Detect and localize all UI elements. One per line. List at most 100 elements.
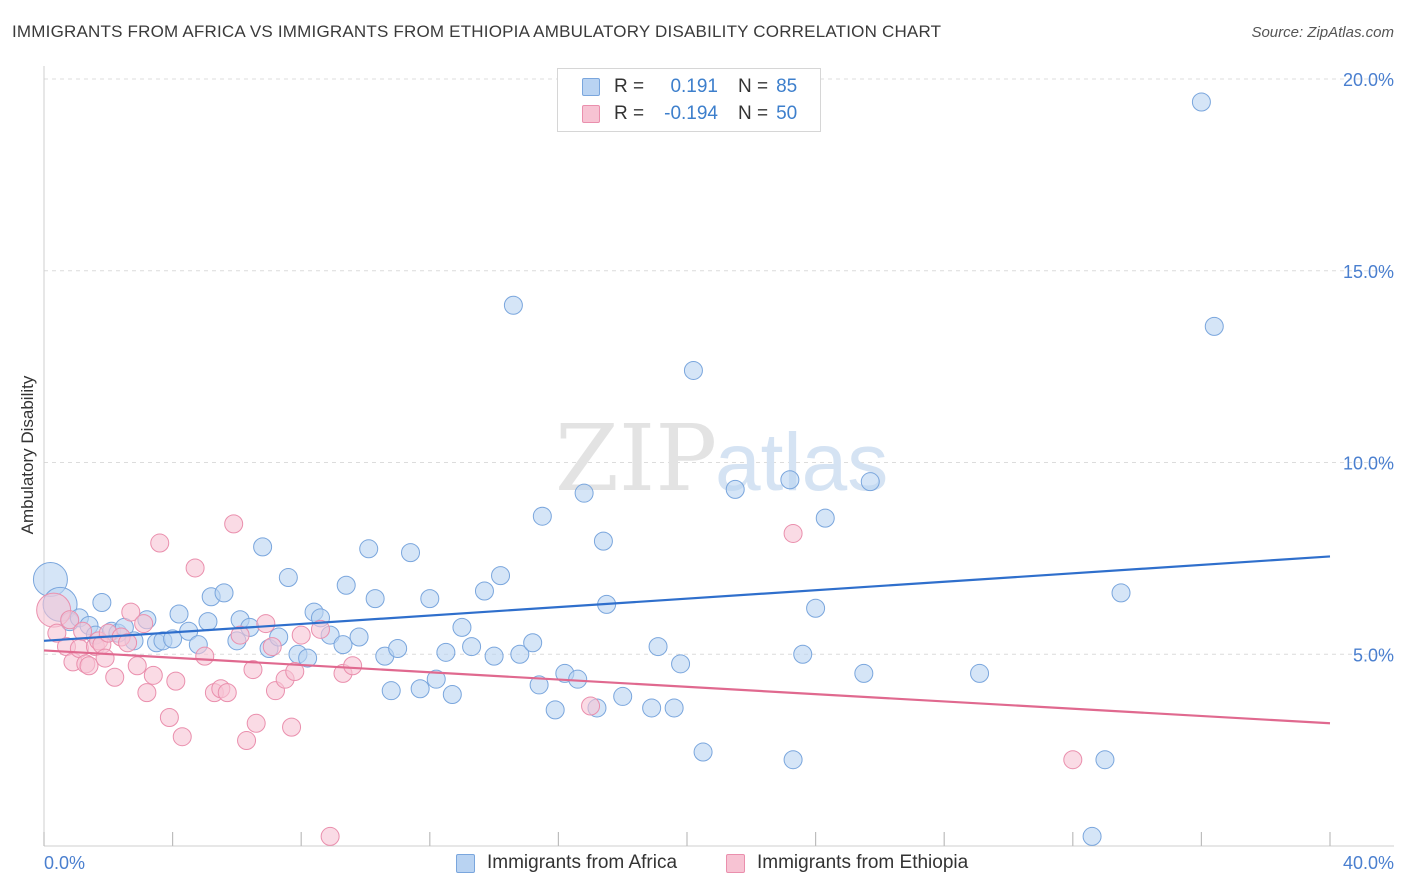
series-legend-swatch-ethiopia [726, 853, 745, 873]
africa-point[interactable] [474, 581, 494, 601]
africa-point[interactable] [365, 589, 385, 609]
ethiopia-point[interactable] [217, 683, 237, 703]
africa-point[interactable] [462, 637, 482, 657]
ethiopia-point[interactable] [224, 514, 244, 534]
africa-point[interactable] [568, 669, 588, 689]
africa-point[interactable] [693, 742, 713, 762]
africa-point[interactable] [793, 644, 813, 664]
ethiopia-point[interactable] [143, 665, 163, 685]
africa-point[interactable] [1111, 583, 1131, 603]
africa-point[interactable] [298, 648, 318, 668]
africa-point[interactable] [854, 663, 874, 683]
ethiopia-point[interactable] [172, 727, 192, 747]
source-credit: Source: ZipAtlas.com [1251, 24, 1394, 41]
ethiopia-point[interactable] [230, 625, 250, 645]
africa-point[interactable] [349, 627, 369, 647]
ethiopia-point[interactable] [262, 637, 282, 657]
ethiopia-point[interactable] [243, 660, 263, 680]
africa-point[interactable] [664, 698, 684, 718]
ethiopia-point[interactable] [256, 614, 276, 634]
africa-point[interactable] [163, 629, 183, 649]
africa-point[interactable] [359, 539, 379, 559]
africa-point[interactable] [336, 575, 356, 595]
africa-point[interactable] [671, 654, 691, 674]
africa-point[interactable] [806, 598, 826, 618]
africa-point[interactable] [442, 685, 462, 705]
ethiopia-point[interactable] [127, 656, 147, 676]
africa-point[interactable] [613, 686, 633, 706]
ethiopia-point[interactable] [1063, 750, 1083, 770]
africa-point[interactable] [503, 295, 523, 315]
africa-point[interactable] [545, 700, 565, 720]
africa-point[interactable] [401, 543, 421, 563]
africa-point[interactable] [648, 637, 668, 657]
chart-title: IMMIGRANTS FROM AFRICA VS IMMIGRANTS FRO… [12, 22, 942, 41]
africa-point[interactable] [169, 604, 189, 624]
ethiopia-point[interactable] [47, 623, 67, 643]
africa-point[interactable] [815, 508, 835, 528]
africa-point[interactable] [510, 644, 530, 664]
ethiopia-point[interactable] [581, 696, 601, 716]
ethiopia-point[interactable] [159, 708, 179, 728]
africa-point[interactable] [725, 479, 745, 499]
africa-point[interactable] [1204, 316, 1224, 336]
ethiopia-point[interactable] [237, 731, 257, 751]
ethiopia-point[interactable] [310, 619, 330, 639]
africa-point[interactable] [783, 750, 803, 770]
africa-point[interactable] [388, 638, 408, 658]
ethiopia-point[interactable] [118, 633, 138, 653]
ethiopia-point[interactable] [95, 648, 115, 668]
ethiopia-point[interactable] [137, 683, 157, 703]
africa-point[interactable] [574, 483, 594, 503]
africa-point[interactable] [529, 675, 549, 695]
series-legend-item-africa[interactable]: Immigrants from Africa [456, 852, 677, 874]
africa-point[interactable] [381, 681, 401, 701]
series-legend: Immigrants from Africa Immigrants from E… [0, 852, 1406, 878]
ethiopia-point[interactable] [134, 614, 154, 634]
ethiopia-point[interactable] [291, 625, 311, 645]
africa-point[interactable] [484, 646, 504, 666]
ethiopia-point[interactable] [121, 602, 141, 622]
africa-point[interactable] [491, 566, 511, 586]
africa-point[interactable] [1082, 826, 1102, 846]
africa-point[interactable] [970, 663, 990, 683]
series-legend-item-ethiopia[interactable]: Immigrants from Ethiopia [726, 852, 968, 874]
africa-point[interactable] [420, 589, 440, 609]
ethiopia-point[interactable] [282, 717, 302, 737]
africa-point[interactable] [523, 633, 543, 653]
ethiopia-point[interactable] [73, 621, 93, 641]
africa-point[interactable] [214, 583, 234, 603]
africa-point[interactable] [1095, 750, 1115, 770]
africa-point[interactable] [410, 679, 430, 699]
legend-r-value-ethiopia: -0.194 [664, 103, 718, 124]
ethiopia-point[interactable] [195, 646, 215, 666]
africa-point[interactable] [593, 531, 613, 551]
ethiopia-point[interactable] [105, 667, 125, 687]
ethiopia-point[interactable] [150, 533, 170, 553]
ethiopia-point[interactable] [783, 523, 803, 543]
africa-point[interactable] [333, 635, 353, 655]
africa-point[interactable] [436, 642, 456, 662]
africa-point[interactable] [198, 612, 218, 632]
africa-point[interactable] [426, 669, 446, 689]
africa-point[interactable] [1191, 92, 1211, 112]
africa-point[interactable] [683, 360, 703, 380]
africa-point[interactable] [92, 592, 112, 612]
africa-point[interactable] [278, 568, 298, 588]
series-legend-swatch-africa [456, 853, 475, 873]
ethiopia-point[interactable] [60, 610, 80, 630]
africa-point[interactable] [452, 617, 472, 637]
africa-point[interactable] [780, 470, 800, 490]
ethiopia-point[interactable] [320, 826, 340, 846]
africa-point[interactable] [532, 506, 552, 526]
africa-point[interactable] [253, 537, 273, 557]
ethiopia-point[interactable] [185, 558, 205, 578]
ethiopia-point[interactable] [246, 713, 266, 733]
legend-n-label: N = [738, 103, 769, 124]
africa-point[interactable] [642, 698, 662, 718]
ethiopia-point[interactable] [343, 656, 363, 676]
ethiopia-point[interactable] [79, 656, 99, 676]
ethiopia-point[interactable] [166, 671, 186, 691]
africa-point[interactable] [860, 472, 880, 492]
ethiopia-point[interactable] [285, 662, 305, 682]
